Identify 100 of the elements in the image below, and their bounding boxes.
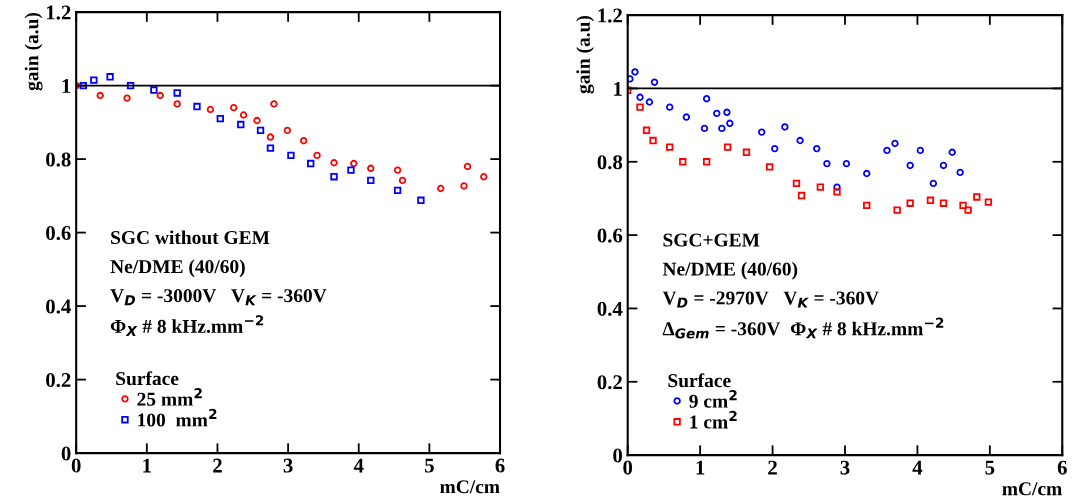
point [307, 159, 315, 168]
point [742, 148, 751, 156]
point [863, 169, 871, 178]
point [718, 124, 726, 133]
point [299, 137, 308, 145]
y-tick-label: 0 [61, 446, 71, 461]
point [123, 94, 131, 102]
x-tick-label: 1 [143, 458, 151, 473]
y-tick-label: 0.8 [46, 152, 71, 167]
x-tick-label: 3 [283, 458, 293, 473]
y-tick-label: 1 [62, 79, 71, 93]
point [156, 91, 164, 100]
point [964, 206, 972, 214]
point [270, 100, 278, 108]
point [126, 81, 135, 90]
point [367, 176, 375, 185]
point [436, 184, 445, 193]
x-tick-label: 0 [623, 460, 633, 475]
annotation: SGC+GEM [663, 233, 760, 247]
point [916, 146, 924, 155]
point [393, 166, 402, 174]
point [237, 120, 245, 129]
point [682, 113, 691, 121]
point [256, 126, 265, 135]
legend-title: Surface [116, 371, 179, 386]
point [90, 76, 98, 84]
legend-label: 1 cm$^{2}$ [690, 410, 737, 429]
point [649, 136, 657, 145]
point [266, 144, 275, 152]
point [939, 161, 948, 170]
y-tick-label: 0.2 [46, 372, 71, 388]
annotation: Ne/DME (40/60) [662, 261, 798, 280]
legend-title: Surface [668, 373, 731, 388]
point [792, 179, 801, 188]
point [679, 158, 687, 166]
point [367, 164, 375, 172]
point [216, 114, 224, 123]
point [796, 136, 804, 145]
x-tick-label: 5 [985, 460, 995, 475]
x-axis-title: mC/cm [1002, 482, 1062, 496]
point [230, 103, 238, 112]
point [636, 93, 644, 101]
point [96, 91, 104, 100]
point [463, 162, 472, 171]
point [645, 98, 654, 106]
point [283, 126, 292, 135]
x-tick-label: 6 [1057, 460, 1067, 475]
y-tick-label: 1.2 [598, 8, 622, 23]
point [702, 158, 711, 166]
y-tick-label: 0 [613, 448, 623, 463]
point [150, 86, 158, 94]
y-tick-label: 0.6 [597, 228, 623, 243]
point [723, 143, 732, 151]
point [642, 126, 651, 134]
point [926, 196, 935, 204]
point [883, 146, 891, 155]
point [758, 128, 766, 136]
point [417, 196, 425, 204]
point [906, 161, 914, 170]
x-tick-label: 6 [495, 458, 505, 473]
legend-label: 25 mm$^{2}$ [137, 388, 202, 406]
point [713, 109, 721, 118]
point [929, 179, 938, 188]
x-tick-label: 0 [71, 458, 81, 473]
point [287, 151, 295, 160]
y-tick-label: 0.4 [597, 301, 623, 316]
point [765, 163, 774, 171]
point [700, 124, 709, 133]
point [480, 173, 488, 181]
y-axis-title: gain (a.u) [576, 15, 595, 94]
point [891, 139, 899, 148]
point [906, 199, 914, 207]
point [816, 183, 825, 191]
x-tick-label: 5 [425, 458, 434, 473]
point [173, 100, 181, 108]
point [842, 159, 851, 168]
legend-label: 9 cm$^{2}$ [689, 390, 737, 408]
point [959, 201, 967, 210]
y-tick-label: 1.2 [46, 5, 71, 20]
annotation: V$_{D}$ = -3000V V$_{K}$ = -360V [110, 289, 327, 306]
point [984, 198, 993, 206]
point [702, 95, 711, 103]
point [666, 143, 674, 151]
point [266, 133, 275, 141]
y-tick-label: 0.2 [597, 375, 622, 390]
point [833, 188, 841, 196]
x-tick-label: 2 [213, 458, 222, 473]
point [666, 103, 674, 111]
point [330, 173, 338, 181]
point [347, 166, 355, 174]
x-tick-label: 2 [768, 460, 777, 475]
annotation: Δ$_{Gem}$ = -360V Φ$_{X}$ # 8 kHz.mm$^{−2}$ [662, 317, 944, 339]
annotation: Φ$_{X}$ # 8 kHz.mm$^{−2}$ [110, 315, 264, 336]
point [79, 81, 87, 90]
point [823, 159, 831, 168]
point [956, 168, 964, 177]
x-axis-title: mC/cm [440, 480, 500, 494]
annotation: Ne/DME (40/60) [110, 259, 245, 278]
point [631, 68, 639, 76]
point [797, 191, 806, 200]
